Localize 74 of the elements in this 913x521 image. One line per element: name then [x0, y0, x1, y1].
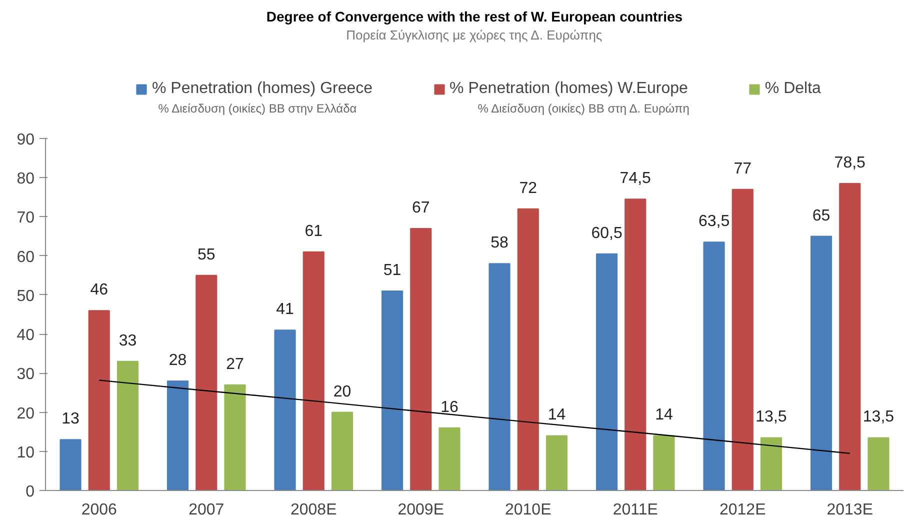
x-tick-label: 2009E — [398, 502, 444, 518]
bar — [196, 274, 218, 490]
bar — [60, 439, 82, 490]
data-label: 14 — [655, 406, 673, 424]
x-tick-label: 2010E — [504, 502, 552, 518]
data-label: 46 — [90, 282, 108, 299]
bar — [224, 384, 246, 490]
bar — [839, 182, 861, 490]
bar — [274, 330, 296, 490]
data-label: 14 — [548, 406, 566, 424]
data-label: 16 — [440, 398, 458, 416]
y-tick-label: 20 — [16, 405, 35, 422]
data-label: 72 — [519, 180, 538, 197]
bar — [703, 242, 725, 490]
x-tick-label: 2008E — [290, 502, 337, 518]
text: % Διείσδυση (οικίες) ΒΒ στη Δ. Ευρώπη — [478, 102, 690, 116]
y-tick-label: 50 — [16, 288, 35, 305]
data-label: 55 — [197, 246, 216, 264]
bar — [596, 253, 618, 490]
bar — [331, 412, 354, 490]
data-label: 33 — [118, 332, 137, 350]
x-tick-label: 2011E — [612, 502, 658, 518]
y-tick-label: 30 — [16, 366, 35, 384]
x-tick-label: 2013E — [826, 502, 874, 518]
bar — [653, 435, 675, 490]
line-series — [98, 380, 850, 454]
bar — [810, 236, 832, 490]
bar — [381, 290, 404, 490]
data-label: 13 — [62, 410, 80, 428]
data-label: 28 — [168, 352, 187, 369]
bar — [302, 251, 324, 490]
data-label: 41 — [276, 301, 294, 318]
data-label: 20 — [333, 383, 352, 400]
data-label: 65 — [812, 207, 830, 224]
bar — [760, 437, 782, 490]
data-label: 74,5 — [620, 170, 652, 188]
y-tick-label: 10 — [16, 444, 35, 462]
data-label: 13,5 — [756, 408, 787, 426]
data-label: 60,5 — [591, 224, 622, 242]
chart-title: Degree of Convergence with the rest of W. European countries — [266, 8, 683, 24]
bar — [166, 380, 189, 490]
bar — [546, 435, 568, 490]
legend-label: % Penetration (homes) Greece — [152, 80, 373, 98]
bar — [488, 263, 510, 490]
data-label: 63,5 — [698, 213, 730, 230]
y-tick-label: 0 — [26, 484, 35, 500]
data-label: 67 — [412, 199, 430, 216]
bar — [517, 208, 539, 490]
data-label: 77 — [734, 160, 752, 178]
y-tick-label: 60 — [16, 248, 35, 266]
bar — [88, 310, 110, 490]
bar — [868, 437, 890, 490]
legend-label: % Penetration (homes) W.Europe — [450, 80, 688, 98]
y-tick-label: 90 — [16, 132, 35, 148]
data-label: 51 — [383, 262, 402, 280]
bar — [732, 188, 754, 490]
y-tick-label: 40 — [16, 327, 35, 344]
data-label: 27 — [226, 356, 244, 373]
data-label: 78,5 — [834, 154, 866, 172]
x-tick-label: 2007 — [188, 502, 224, 518]
text: % Διείσδυση (οικίες) ΒΒ στην Ελλάδα — [158, 102, 357, 116]
bar — [410, 228, 432, 490]
legend-label: % Delta — [764, 80, 821, 98]
data-label: 61 — [304, 222, 323, 240]
bar — [624, 198, 646, 490]
x-tick-label: 2012E — [719, 502, 766, 518]
chart-subtitle: Πορεία Σύγκλισης με χώρες της Δ. Ευρώπης — [346, 28, 602, 42]
bar — [438, 427, 460, 490]
bar — [116, 360, 139, 490]
data-label: 58 — [490, 234, 509, 252]
data-label: 13,5 — [862, 408, 894, 426]
x-tick-label: 2006 — [81, 502, 118, 518]
y-tick-label: 80 — [16, 170, 35, 188]
y-tick-label: 70 — [16, 210, 35, 227]
